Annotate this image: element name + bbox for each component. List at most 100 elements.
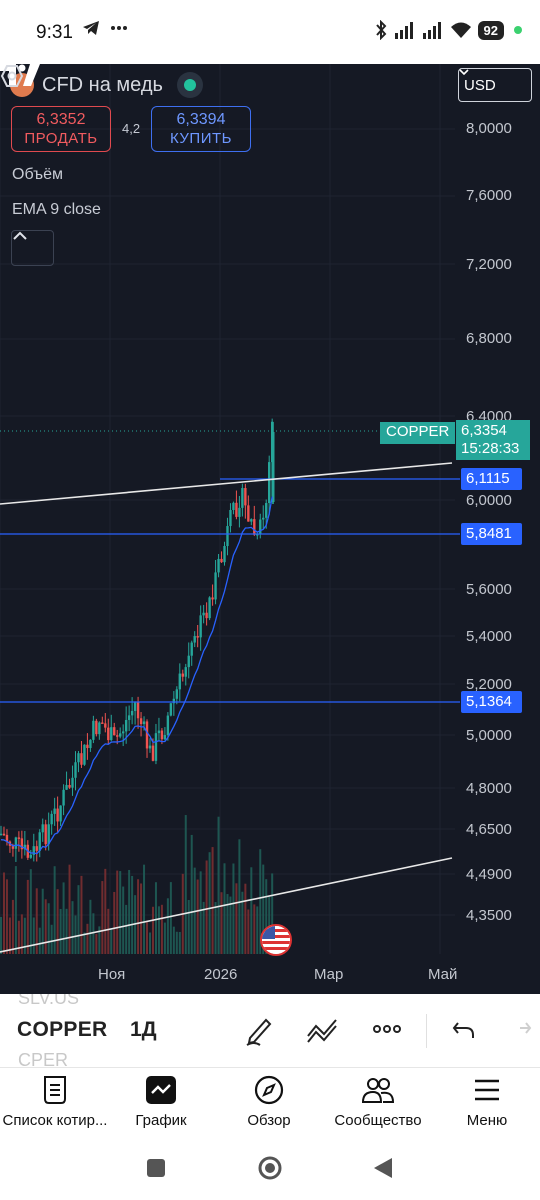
- candle-body: [11, 845, 15, 849]
- candle-body: [14, 837, 18, 849]
- bottom-navigation: Список котир... График Обзор: [0, 1068, 540, 1136]
- volume-bar: [35, 888, 38, 954]
- level-tag[interactable]: 5,8481: [461, 523, 522, 545]
- collapse-indicators-button[interactable]: [11, 230, 54, 266]
- candle-body: [175, 689, 179, 699]
- system-navigation: [0, 1136, 540, 1200]
- interval-selector[interactable]: 1Д: [130, 1018, 157, 1041]
- buy-label: КУПИТЬ: [169, 130, 232, 147]
- volume-bar: [196, 879, 199, 954]
- volume-bar: [166, 898, 169, 954]
- sell-button[interactable]: 6,3352 ПРОДАТЬ: [11, 106, 111, 152]
- volume-bar: [95, 933, 98, 954]
- volume-bar: [0, 916, 2, 954]
- us-flag-icon[interactable]: [260, 924, 292, 956]
- back-icon[interactable]: [372, 1157, 394, 1179]
- candle-body: [208, 597, 211, 619]
- candle-body: [217, 558, 220, 573]
- candle-body: [2, 833, 6, 836]
- buy-button[interactable]: 6,3394 КУПИТЬ: [151, 106, 251, 152]
- currency-value: USD: [464, 76, 496, 94]
- recents-icon[interactable]: [146, 1158, 166, 1178]
- candle-body: [256, 534, 259, 536]
- candle-body: [163, 735, 167, 740]
- candle-body: [214, 572, 217, 600]
- candle-body: [35, 846, 38, 851]
- volume-bar: [53, 866, 56, 954]
- chevron-down-icon: [459, 69, 469, 75]
- indicator-ema[interactable]: EMA 9 close: [12, 201, 101, 218]
- volume-bar: [217, 816, 220, 954]
- volume-bar: [17, 920, 20, 954]
- redo-icon[interactable]: [518, 1014, 540, 1044]
- candle-body: [241, 488, 244, 508]
- candle-body: [127, 715, 131, 720]
- nav-community[interactable]: Сообщество: [323, 1074, 433, 1129]
- volume-bar: [107, 908, 110, 954]
- candle-body: [107, 727, 110, 741]
- nav-overview[interactable]: Обзор: [214, 1074, 324, 1129]
- candle-body: [121, 731, 125, 734]
- candle-body: [193, 636, 196, 643]
- drawing-tools-icon[interactable]: [306, 1014, 340, 1044]
- volume-bar: [163, 922, 166, 954]
- currency-select[interactable]: USD: [458, 68, 532, 102]
- volume-bar: [116, 870, 119, 954]
- volume-bar: [151, 906, 154, 954]
- candle-body: [68, 784, 71, 788]
- volume-bar: [137, 879, 140, 954]
- chart-canvas[interactable]: [0, 64, 540, 994]
- candle-body: [98, 722, 101, 735]
- volume-bar: [32, 917, 35, 954]
- candle-body: [187, 655, 190, 668]
- volume-bar: [11, 899, 14, 954]
- volume-bar: [205, 860, 208, 954]
- draw-pen-icon[interactable]: [244, 1014, 274, 1046]
- trend-line: [0, 857, 453, 953]
- level-tag[interactable]: 5,1364: [461, 691, 522, 713]
- undo-icon[interactable]: [452, 1014, 476, 1044]
- candle-body: [151, 745, 155, 761]
- nav-watchlist[interactable]: Список котир...: [0, 1074, 110, 1129]
- y-tick: 4,6500: [466, 821, 512, 838]
- volume-bar: [56, 889, 59, 954]
- spread-value: 4,2: [122, 121, 141, 136]
- chart-settings-icon[interactable]: [0, 64, 24, 88]
- community-icon: [361, 1078, 395, 1103]
- home-icon[interactable]: [257, 1155, 283, 1181]
- volume-bar: [175, 931, 178, 954]
- signal-icon: [422, 22, 441, 39]
- candle-body: [205, 612, 208, 619]
- candle-body: [17, 837, 21, 839]
- volume-bar: [226, 894, 229, 954]
- nav-menu[interactable]: Меню: [432, 1074, 540, 1129]
- symbol-header[interactable]: CFD на медь: [10, 72, 203, 98]
- volume-bar: [80, 875, 83, 954]
- candle-body: [124, 719, 128, 732]
- more-options-icon[interactable]: [372, 1014, 402, 1044]
- y-tick: 8,0000: [466, 120, 512, 137]
- y-tick: 5,4000: [466, 628, 512, 645]
- candle-body: [238, 507, 241, 517]
- candle-body: [199, 615, 202, 638]
- volume-bar: [131, 875, 134, 954]
- symbol-selector[interactable]: COPPER: [17, 1018, 108, 1041]
- market-status-icon[interactable]: [176, 72, 203, 98]
- candle-body: [157, 730, 161, 734]
- candle-body: [253, 519, 256, 535]
- candle-body: [169, 703, 173, 716]
- battery-badge: 92: [477, 20, 504, 40]
- volume-bar: [157, 906, 160, 954]
- nav-chart[interactable]: График: [106, 1074, 216, 1129]
- x-tick: Мар: [314, 966, 344, 983]
- indicator-volume[interactable]: Объём: [12, 166, 63, 183]
- candle-body: [223, 546, 226, 563]
- candle-body: [62, 789, 65, 806]
- status-time: 9:31: [36, 22, 73, 43]
- level-tag[interactable]: 6,1115: [461, 468, 522, 490]
- volume-bar: [160, 904, 163, 954]
- more-icon: [111, 26, 127, 30]
- volume-bar: [128, 869, 131, 954]
- price-chart[interactable]: CFD на медь USD 6,3352 ПРОДАТЬ 4,2 6,339…: [0, 64, 540, 994]
- candle-body: [172, 698, 176, 704]
